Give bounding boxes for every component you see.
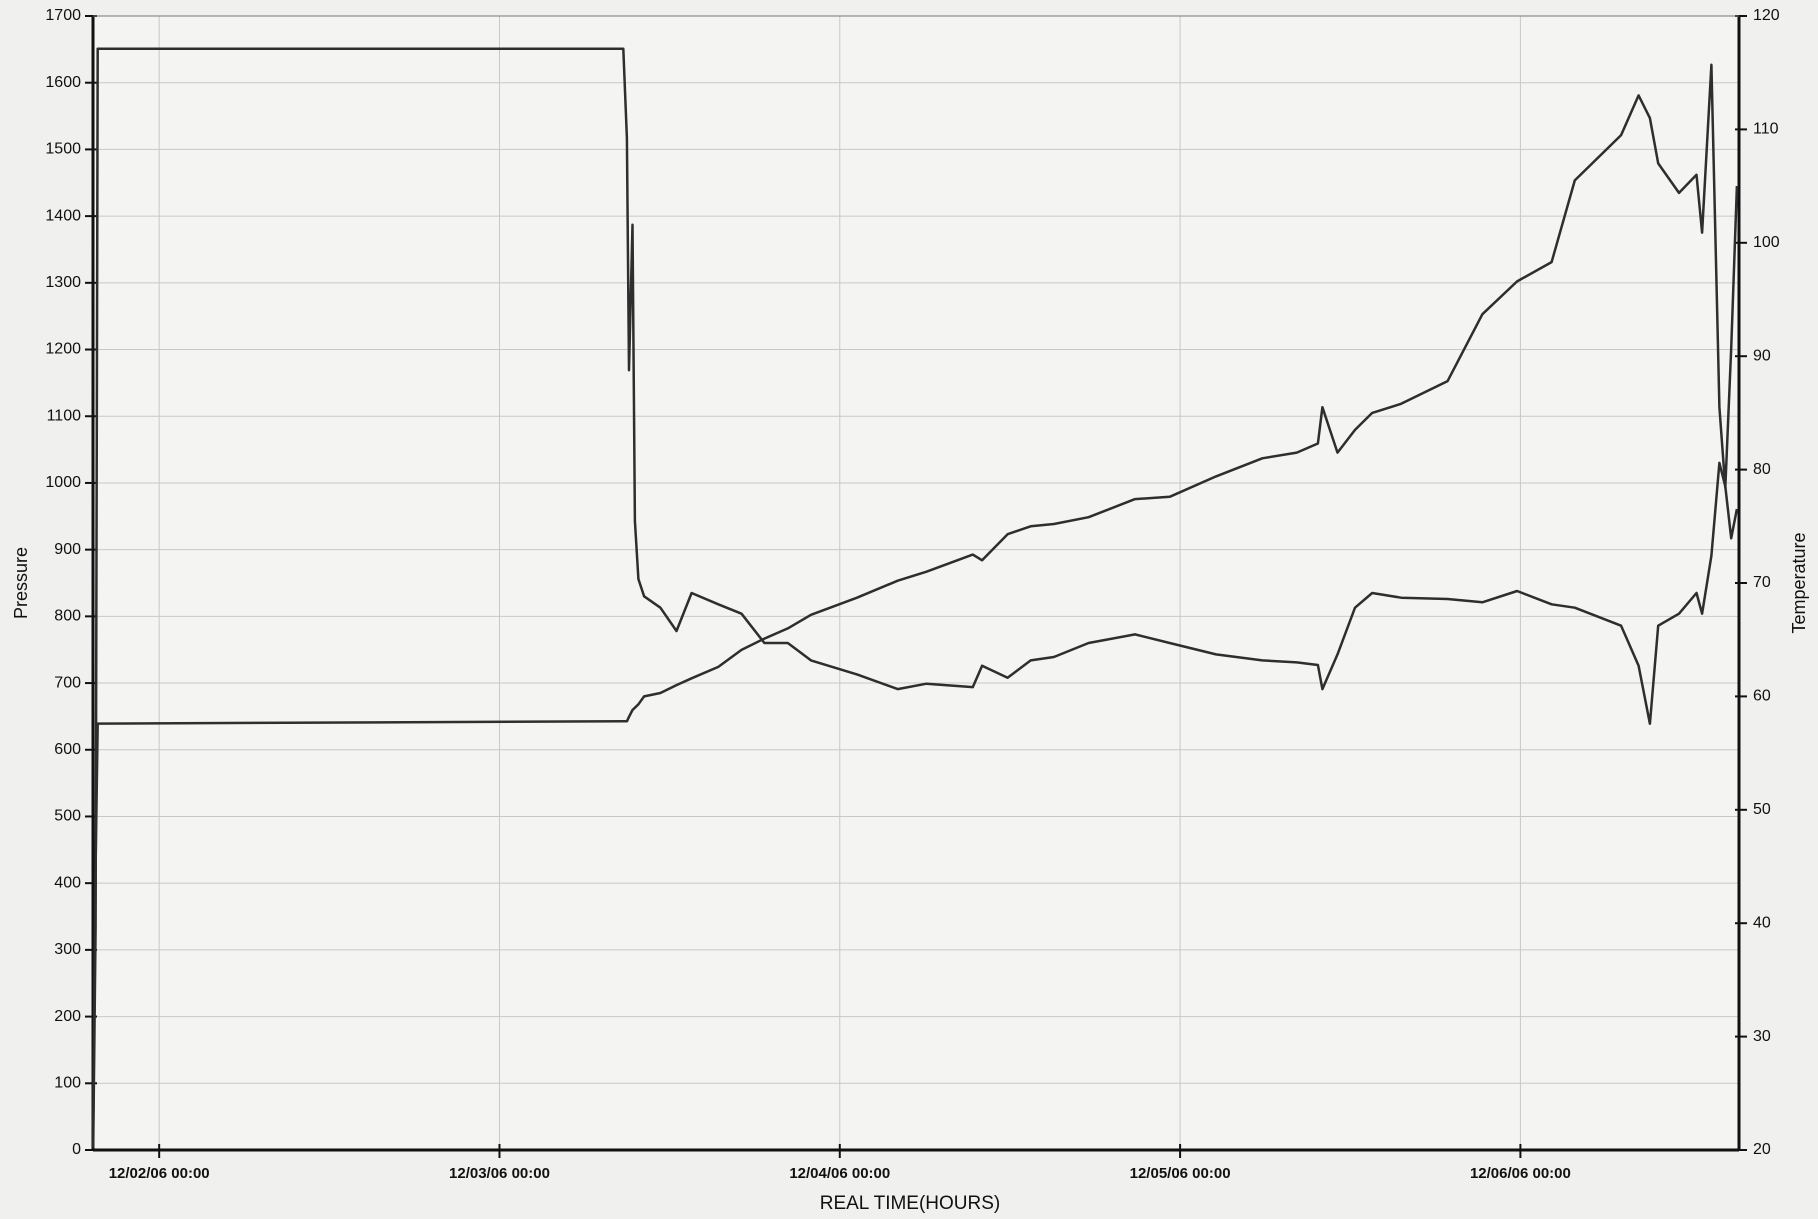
x-tick-label: 12/02/06 00:00 — [109, 1165, 210, 1182]
y-tick-label: 1600 — [45, 74, 81, 91]
x-tick-label: 12/06/06 00:00 — [1470, 1165, 1571, 1182]
y2-axis-label: Temperature — [1789, 532, 1809, 633]
y-tick-label: 200 — [54, 1008, 81, 1025]
y-tick-label: 300 — [54, 941, 81, 958]
y-tick-label: 1500 — [45, 141, 81, 158]
plot-area — [93, 16, 1739, 1150]
y-tick-label: 1700 — [45, 7, 81, 24]
y-axis-label: Pressure — [11, 547, 31, 619]
x-tick-label: 12/05/06 00:00 — [1130, 1165, 1231, 1182]
y-tick-label: 1000 — [45, 474, 81, 491]
y-tick-label: 700 — [54, 674, 81, 691]
y-tick-label: 600 — [54, 741, 81, 758]
y-tick-label: 0 — [72, 1141, 81, 1158]
y2-tick-label: 100 — [1753, 234, 1780, 251]
y2-tick-label: 120 — [1753, 7, 1780, 24]
y2-tick-label: 40 — [1753, 914, 1771, 931]
y2-tick-label: 70 — [1753, 574, 1771, 591]
y-tick-label: 800 — [54, 608, 81, 625]
y-tick-label: 900 — [54, 541, 81, 558]
x-tick-label: 12/04/06 00:00 — [789, 1165, 890, 1182]
y-tick-label: 1200 — [45, 341, 81, 358]
y-tick-label: 1100 — [47, 407, 82, 424]
y2-tick-label: 90 — [1753, 347, 1771, 364]
series-line — [91, 63, 1739, 1128]
y-tick-label: 100 — [54, 1075, 81, 1092]
y2-tick-label: 60 — [1753, 688, 1771, 705]
y-tick-label: 500 — [54, 808, 81, 825]
x-axis-label: REAL TIME(HOURS) — [820, 1193, 1001, 1214]
y2-tick-label: 50 — [1753, 801, 1771, 818]
y2-tick-label: 30 — [1753, 1028, 1771, 1045]
x-tick-label: 12/03/06 00:00 — [449, 1165, 550, 1182]
y2-tick-label: 80 — [1753, 461, 1771, 478]
y-tick-label: 400 — [54, 874, 81, 891]
y2-tick-label: 20 — [1753, 1141, 1771, 1158]
y-tick-label: 1400 — [45, 207, 81, 224]
series-line — [91, 47, 1739, 1149]
y-tick-label: 1300 — [45, 274, 81, 291]
y2-tick-label: 110 — [1753, 121, 1779, 138]
